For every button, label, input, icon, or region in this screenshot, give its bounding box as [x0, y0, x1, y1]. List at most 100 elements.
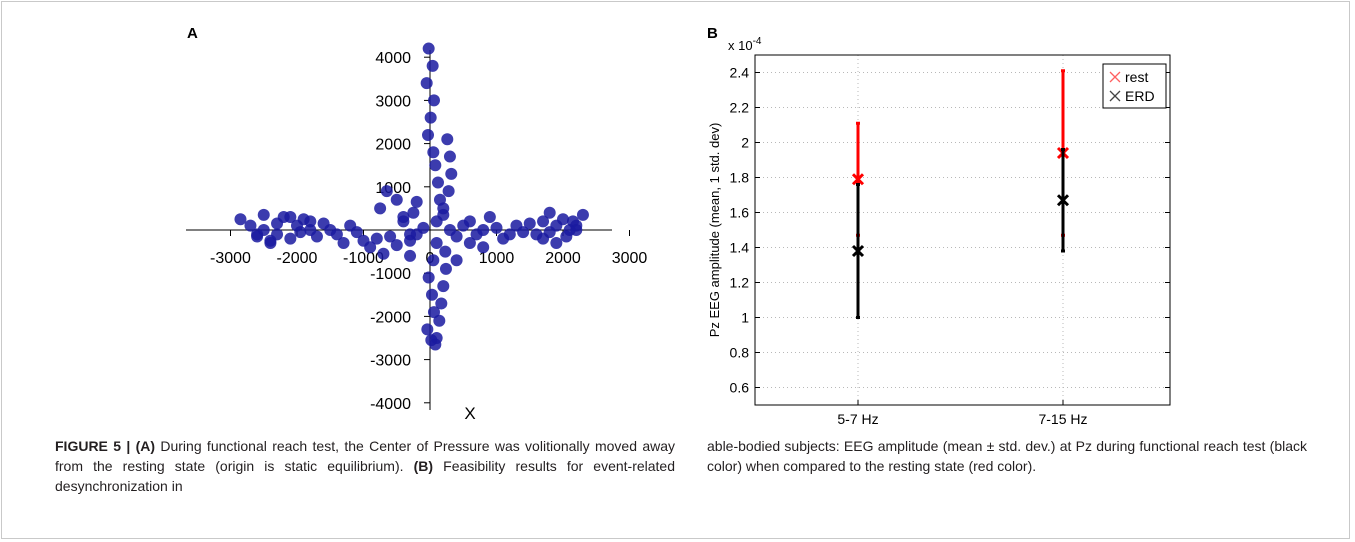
scatter-point [443, 150, 456, 163]
scatter-point [550, 236, 563, 249]
x-axis-label: X [464, 404, 475, 423]
caption-a-text: During functional reach test, the Center… [55, 438, 676, 474]
scatter-point [417, 221, 430, 234]
scatter-point [410, 195, 423, 208]
scatter-point [422, 271, 435, 284]
scatter-point [284, 232, 297, 245]
scatter-point [437, 280, 450, 293]
mean-marker-ERD [1056, 194, 1070, 207]
scatter-point [364, 241, 377, 254]
scatter-point [374, 202, 387, 215]
scatter-point [294, 226, 307, 239]
scatter-point [431, 176, 444, 189]
scatter-point [537, 215, 550, 228]
scatter-point [330, 228, 343, 241]
scatter-point [441, 133, 454, 146]
scatter-point [576, 208, 589, 221]
scatter-point [437, 202, 450, 215]
scatter-point [257, 208, 270, 221]
scatter-point [537, 232, 550, 245]
scatter-point [523, 217, 536, 230]
scatter-point [407, 206, 420, 219]
scatter-point [390, 239, 403, 252]
scatter-point [570, 224, 583, 236]
scatter-point [503, 228, 516, 241]
scatter-point [450, 230, 463, 243]
y-scale-exponent: -4 [753, 36, 762, 47]
scatter-point [284, 211, 297, 224]
y-tick-label: -2000 [370, 309, 411, 326]
scatter-point [337, 236, 350, 249]
y-tick-label: 2.2 [730, 100, 750, 116]
y-tick-label: 4000 [375, 50, 411, 67]
scatter-point [421, 323, 434, 336]
scatter-point [439, 245, 452, 258]
panel-a-letter: A [187, 25, 198, 42]
scatter-point [271, 217, 284, 230]
y-tick-label: -1000 [370, 266, 411, 283]
caption-a-label: (A) [135, 438, 156, 454]
scatter-point [304, 215, 317, 228]
scatter-point [463, 236, 476, 249]
scatter-point [427, 94, 440, 107]
caption-b-text-2: able-bodied subjects: EEG amplitude (mea… [707, 438, 1307, 474]
y-tick-label: 1 [741, 310, 749, 326]
scatter-point [430, 332, 443, 344]
scatter-point [463, 215, 476, 228]
y-tick-label: 0.8 [730, 345, 750, 361]
panel-b-letter: B [707, 25, 718, 42]
scatter-point [264, 234, 277, 247]
legend-label-ERD: ERD [1125, 88, 1155, 104]
scatter-point [425, 288, 438, 301]
y-axis-label: Pz EEG amplitude (mean, 1 std. dev) [707, 123, 722, 338]
scatter-point [429, 159, 442, 172]
scatter-point [404, 249, 417, 262]
y-tick-label: 3000 [375, 93, 411, 110]
legend-label-rest: rest [1125, 69, 1148, 85]
y-tick-label: 0.6 [730, 380, 750, 396]
scatter-point [433, 314, 446, 327]
scatter-point [350, 226, 363, 239]
scatter-point [424, 111, 437, 124]
scatter-point [422, 128, 435, 141]
scatter-point [483, 211, 496, 224]
scatter-point [477, 241, 490, 254]
x-tick-label: 2000 [545, 250, 581, 267]
legend-box [1102, 63, 1167, 109]
scatter-point [445, 167, 458, 180]
legend-marker-ERD [1109, 90, 1121, 102]
x-tick-label: -2000 [277, 250, 318, 267]
x-tick-label: -3000 [210, 250, 251, 267]
scatter-point [390, 193, 403, 206]
y-tick-label: 2.4 [730, 65, 750, 81]
x-tick-label: 1000 [479, 250, 515, 267]
plot-frame [754, 54, 1171, 406]
figure-label: FIGURE 5 | [55, 438, 136, 454]
scatter-point [550, 219, 563, 232]
scatter-point [244, 219, 257, 232]
scatter-point [450, 254, 463, 267]
scatter-point [435, 297, 448, 310]
y-tick-label: 1.8 [730, 170, 750, 186]
legend-marker-rest [1109, 71, 1121, 83]
scatter-point [430, 236, 443, 249]
scatter-point [397, 211, 410, 224]
mean-marker-ERD [851, 244, 865, 258]
scatter-point [439, 262, 452, 275]
scatter-point [427, 306, 440, 319]
mean-marker-rest [851, 173, 865, 186]
scatter-point [477, 224, 490, 236]
x-tick-label: 5-7 Hz [837, 411, 878, 427]
y-tick-label: -3000 [370, 353, 411, 370]
y-tick-label: -4000 [370, 396, 411, 413]
y-scale-factor: x 10-4 [728, 36, 762, 53]
scatter-point [427, 254, 440, 267]
x-tick-label: 3000 [612, 250, 648, 267]
caption-b-text-1: Feasibility results for event-related de… [55, 458, 675, 494]
scatter-point [370, 232, 383, 245]
scatter-point [377, 247, 390, 260]
scatter-point [517, 226, 530, 239]
